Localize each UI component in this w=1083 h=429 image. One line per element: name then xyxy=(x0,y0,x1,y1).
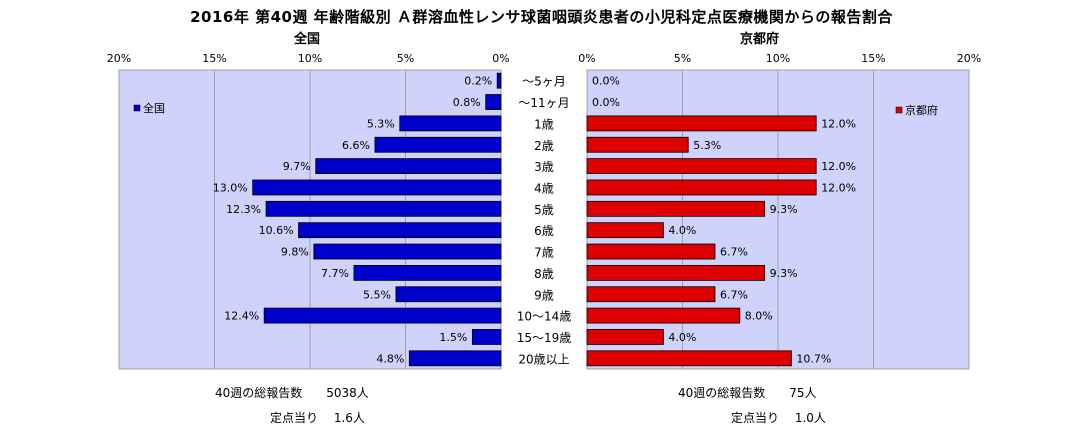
kyoto-per-sentinel: 定点当り 1.0人 xyxy=(731,411,826,425)
category-label: ～5ヶ月 xyxy=(522,75,566,89)
national-bar xyxy=(315,158,502,175)
national-value-label: 9.8% xyxy=(281,246,309,259)
kyoto-value-label: 6.7% xyxy=(720,246,748,259)
national-bar xyxy=(485,94,502,110)
category-label: 3歳 xyxy=(534,160,554,174)
panel-title-national: 全国 xyxy=(294,32,321,47)
kyoto-bar xyxy=(586,243,716,260)
national-tick-label: 15% xyxy=(202,52,226,65)
kyoto-bar xyxy=(586,286,716,303)
kyoto-bar xyxy=(586,179,817,196)
kyoto-tick-label: 10% xyxy=(766,52,790,65)
national-tick-label: 20% xyxy=(107,52,131,65)
category-label: 5歳 xyxy=(534,203,554,217)
national-value-label: 9.7% xyxy=(283,160,311,173)
national-legend-swatch xyxy=(133,104,141,112)
national-value-label: 0.8% xyxy=(453,96,481,109)
national-value-label: 7.7% xyxy=(321,267,349,280)
kyoto-value-label: 6.7% xyxy=(720,288,748,301)
national-bar xyxy=(353,264,502,281)
national-value-label: 6.6% xyxy=(342,139,370,152)
kyoto-value-label: 0.0% xyxy=(592,75,620,88)
category-label: 1歳 xyxy=(534,117,554,131)
national-bar xyxy=(313,243,502,260)
national-value-label: 12.3% xyxy=(226,203,261,216)
kyoto-value-label: 4.0% xyxy=(668,224,696,237)
kyoto-tick-label: 0% xyxy=(578,52,595,65)
kyoto-bar xyxy=(586,329,664,345)
national-bar xyxy=(496,72,502,89)
kyoto-value-label: 5.3% xyxy=(693,139,721,152)
national-value-label: 0.2% xyxy=(464,75,492,88)
category-label: 10～14歳 xyxy=(517,310,572,324)
kyoto-value-label: 0.0% xyxy=(592,96,620,109)
national-tick-label: 5% xyxy=(397,52,414,65)
national-value-label: 12.4% xyxy=(224,310,259,323)
category-label: 4歳 xyxy=(534,181,554,195)
national-value-label: 13.0% xyxy=(213,181,248,194)
kyoto-value-label: 9.3% xyxy=(770,267,798,280)
kyoto-bar xyxy=(586,200,766,217)
national-tick-label: 10% xyxy=(298,52,322,65)
national-per-sentinel: 定点当り 1.6人 xyxy=(270,411,365,425)
national-bar xyxy=(252,179,502,196)
kyoto-bar xyxy=(586,136,689,153)
kyoto-value-label: 12.0% xyxy=(821,181,856,194)
national-value-label: 1.5% xyxy=(439,331,467,344)
kyoto-tick-label: 5% xyxy=(674,52,691,65)
national-bar xyxy=(408,350,502,367)
category-label: 7歳 xyxy=(534,246,554,260)
national-bar xyxy=(298,222,502,239)
kyoto-tick-label: 15% xyxy=(861,52,885,65)
kyoto-value-label: 9.3% xyxy=(770,203,798,216)
national-bar xyxy=(374,136,502,153)
kyoto-value-label: 12.0% xyxy=(821,160,856,173)
national-bar xyxy=(395,286,502,303)
national-bar xyxy=(263,307,502,324)
national-value-label: 5.5% xyxy=(363,288,391,301)
national-bar xyxy=(399,115,502,132)
kyoto-tick-label: 20% xyxy=(957,52,981,65)
kyoto-value-label: 10.7% xyxy=(796,352,831,365)
kyoto-bar xyxy=(586,158,817,175)
national-tick-label: 0% xyxy=(492,52,509,65)
kyoto-bar xyxy=(586,264,766,281)
category-label: ～11ヶ月 xyxy=(518,96,569,110)
category-label: 9歳 xyxy=(534,288,554,302)
national-value-label: 4.8% xyxy=(376,352,404,365)
chart-title: 2016年 第40週 年齢階級別 Ａ群溶血性レンサ球菌咽頭炎患者の小児科定点医療… xyxy=(190,8,893,26)
national-value-label: 5.3% xyxy=(367,117,395,130)
category-label: 15～19歳 xyxy=(517,331,572,345)
kyoto-bar xyxy=(586,222,664,239)
kyoto-legend-label: 京都府 xyxy=(905,103,938,117)
national-value-label: 10.6% xyxy=(259,224,294,237)
kyoto-total-reports: 40週の総報告数 75人 xyxy=(678,386,817,400)
kyoto-value-label: 12.0% xyxy=(821,117,856,130)
kyoto-bar xyxy=(586,350,792,367)
category-label: 20歳以上 xyxy=(518,352,569,366)
category-label: 8歳 xyxy=(534,267,554,281)
category-label: 2歳 xyxy=(534,139,554,153)
national-bar xyxy=(265,200,502,217)
kyoto-legend-swatch xyxy=(895,106,903,114)
panel-title-kyoto: 京都府 xyxy=(740,32,780,47)
kyoto-value-label: 8.0% xyxy=(745,310,773,323)
kyoto-bar xyxy=(586,307,741,324)
kyoto-bar xyxy=(586,115,817,132)
national-total-reports: 40週の総報告数 5038人 xyxy=(215,386,369,400)
category-label: 6歳 xyxy=(534,224,554,238)
national-legend-label: 全国 xyxy=(143,101,165,115)
national-bar xyxy=(471,329,502,345)
kyoto-value-label: 4.0% xyxy=(668,331,696,344)
